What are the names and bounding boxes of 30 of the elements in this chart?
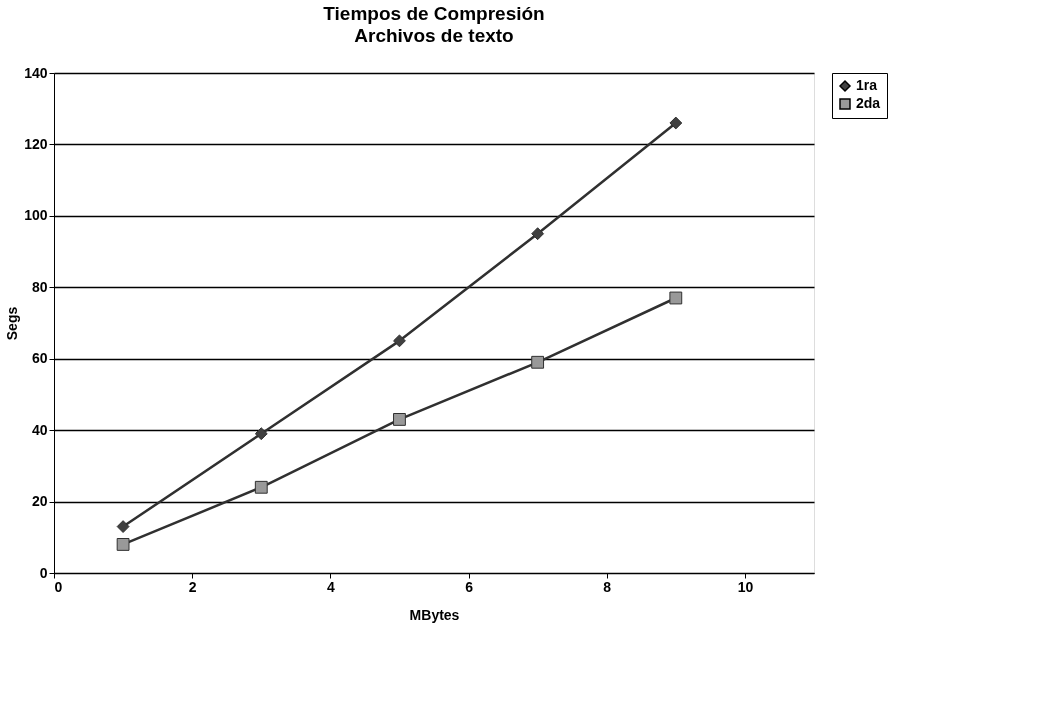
legend-label: 2da	[856, 95, 881, 111]
point	[116, 520, 130, 533]
point	[254, 480, 268, 494]
point	[393, 334, 406, 348]
x-tick-label: 2	[188, 578, 197, 595]
point	[669, 116, 683, 130]
x-tick-label: 8	[603, 578, 612, 595]
point	[531, 227, 545, 241]
x-tick-label: 10	[737, 578, 754, 595]
chart-title: Tiempos de Compresión	[323, 3, 545, 24]
y-tick-label: 60	[31, 350, 48, 367]
y-tick-label: 100	[24, 207, 48, 224]
y-tick-label: 120	[24, 135, 48, 152]
x-axis-title: MBytes	[409, 606, 460, 623]
point	[531, 355, 545, 369]
y-tick-label: 20	[31, 493, 48, 510]
y-tick-label: 0	[39, 564, 48, 581]
point	[669, 291, 683, 305]
y-axis-title: Segs	[4, 306, 21, 341]
legend-label: 1ra	[856, 77, 878, 93]
point	[254, 427, 268, 441]
chart-subtitle: Archivos de texto	[354, 25, 514, 46]
y-tick-label: 80	[31, 278, 48, 295]
point	[116, 538, 130, 551]
x-tick-label: 0	[54, 578, 63, 595]
x-tick-label: 4	[326, 578, 335, 595]
y-tick-label: 40	[31, 421, 48, 438]
y-tick-label: 140	[24, 64, 48, 81]
point	[393, 413, 406, 426]
x-tick-label: 6	[465, 578, 474, 595]
